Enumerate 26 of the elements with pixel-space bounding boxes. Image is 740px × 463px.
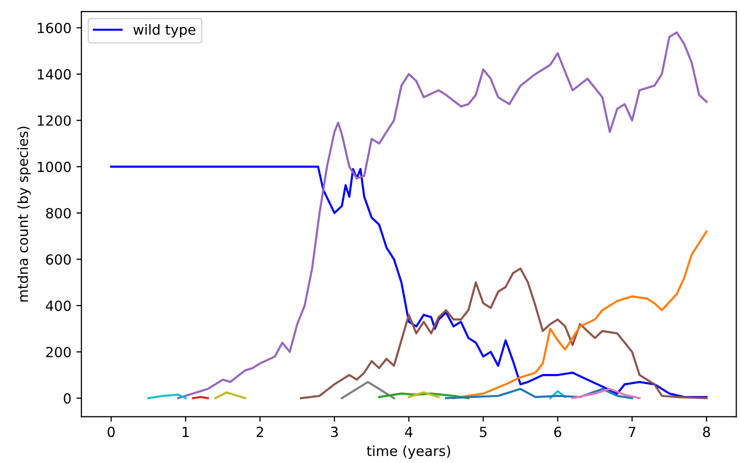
x-tick-label: 8 — [703, 426, 710, 438]
line-series — [300, 267, 708, 400]
x-tick-label: 7 — [628, 426, 636, 437]
x-tick-label: 5 — [480, 426, 486, 438]
y-tick-label: 400 — [46, 300, 71, 312]
y-tick-label: 600 — [46, 254, 71, 265]
x-tick-label: 4 — [405, 426, 412, 437]
x-tick-label: 6 — [554, 426, 562, 438]
line-series — [452, 230, 708, 400]
legend-label: wild type — [133, 24, 196, 38]
y-tick-label: 1400 — [38, 69, 71, 80]
x-tick-label: 2 — [256, 426, 264, 437]
y-tick-label: 1600 — [38, 22, 71, 34]
x-tick-label: 0 — [108, 426, 115, 438]
line-series — [572, 388, 641, 400]
y-tick-label: 1000 — [38, 162, 71, 172]
y-tick-label: 1200 — [38, 115, 71, 126]
y-tick-label: 200 — [46, 346, 71, 358]
y-axis-title: mtdna count (by species) — [17, 126, 31, 302]
line-series — [110, 166, 708, 398]
line-series — [445, 388, 634, 400]
x-tick-label: 1 — [182, 426, 189, 437]
y-tick-label: 0 — [64, 393, 71, 404]
y-tick-label: 800 — [46, 208, 71, 218]
x-tick-label: 3 — [331, 426, 338, 438]
x-axis-title: time (years) — [366, 445, 450, 459]
